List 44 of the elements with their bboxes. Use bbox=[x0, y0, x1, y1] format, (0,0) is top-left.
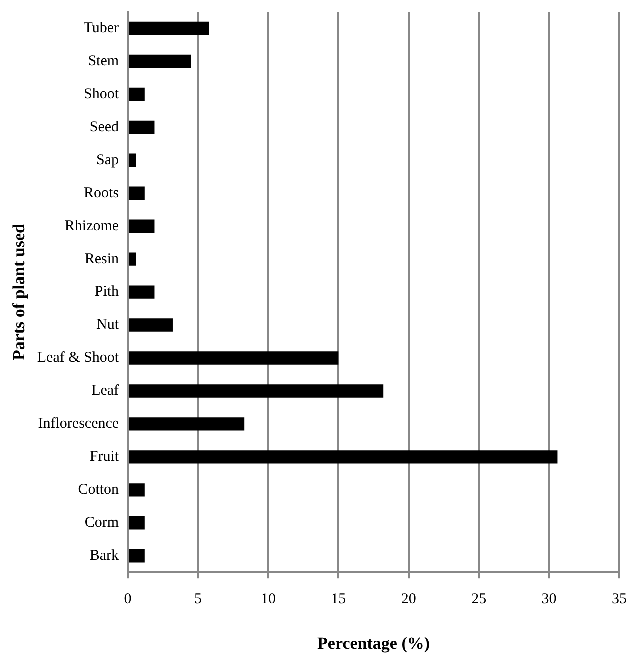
bar bbox=[129, 220, 155, 233]
y-axis-title: Parts of plant used bbox=[10, 224, 29, 361]
x-tick-label: 15 bbox=[331, 592, 346, 608]
bar bbox=[129, 352, 339, 365]
y-tick-label: Cotton bbox=[78, 482, 120, 498]
y-tick-label: Leaf & Shoot bbox=[37, 350, 120, 366]
x-tick-label: 25 bbox=[472, 592, 487, 608]
x-tick-label: 0 bbox=[124, 592, 132, 608]
x-tick-label: 5 bbox=[194, 592, 202, 608]
y-tick-label: Corm bbox=[84, 515, 120, 532]
x-tick-label: 20 bbox=[401, 592, 416, 608]
y-tick-label: Roots bbox=[84, 185, 120, 202]
x-tick-label: 30 bbox=[542, 592, 557, 608]
y-tick-label: Seed bbox=[90, 119, 120, 136]
bar bbox=[129, 252, 136, 266]
bar bbox=[129, 186, 145, 200]
bar bbox=[129, 450, 558, 464]
bar bbox=[129, 418, 245, 431]
bar bbox=[129, 384, 384, 398]
y-tick-label: Inflorescence bbox=[38, 416, 120, 432]
y-tick-label: Pith bbox=[94, 284, 120, 300]
bar bbox=[129, 318, 173, 332]
bar bbox=[129, 516, 145, 530]
y-tick-label: Tuber bbox=[84, 20, 120, 36]
bar bbox=[129, 88, 145, 102]
bar bbox=[129, 22, 210, 36]
bar bbox=[129, 484, 145, 497]
y-tick-label: Shoot bbox=[84, 86, 120, 102]
x-axis-title: Percentage (%) bbox=[318, 634, 430, 654]
bar bbox=[129, 154, 136, 167]
bar bbox=[129, 54, 192, 68]
y-tick-label: Leaf bbox=[92, 383, 120, 400]
y-tick-label: Nut bbox=[96, 317, 120, 334]
y-tick-label: Stem bbox=[88, 53, 120, 70]
y-tick-label: Fruit bbox=[90, 449, 120, 466]
bar bbox=[129, 120, 155, 134]
y-tick-label: Sap bbox=[96, 152, 120, 168]
bar bbox=[129, 550, 145, 563]
y-tick-label: Rhizome bbox=[64, 218, 120, 234]
y-tick-label: Resin bbox=[84, 251, 120, 268]
y-tick-label: Bark bbox=[90, 548, 120, 564]
x-tick-label: 10 bbox=[260, 592, 276, 608]
x-tick-label: 35 bbox=[612, 592, 627, 608]
bar bbox=[129, 286, 155, 299]
